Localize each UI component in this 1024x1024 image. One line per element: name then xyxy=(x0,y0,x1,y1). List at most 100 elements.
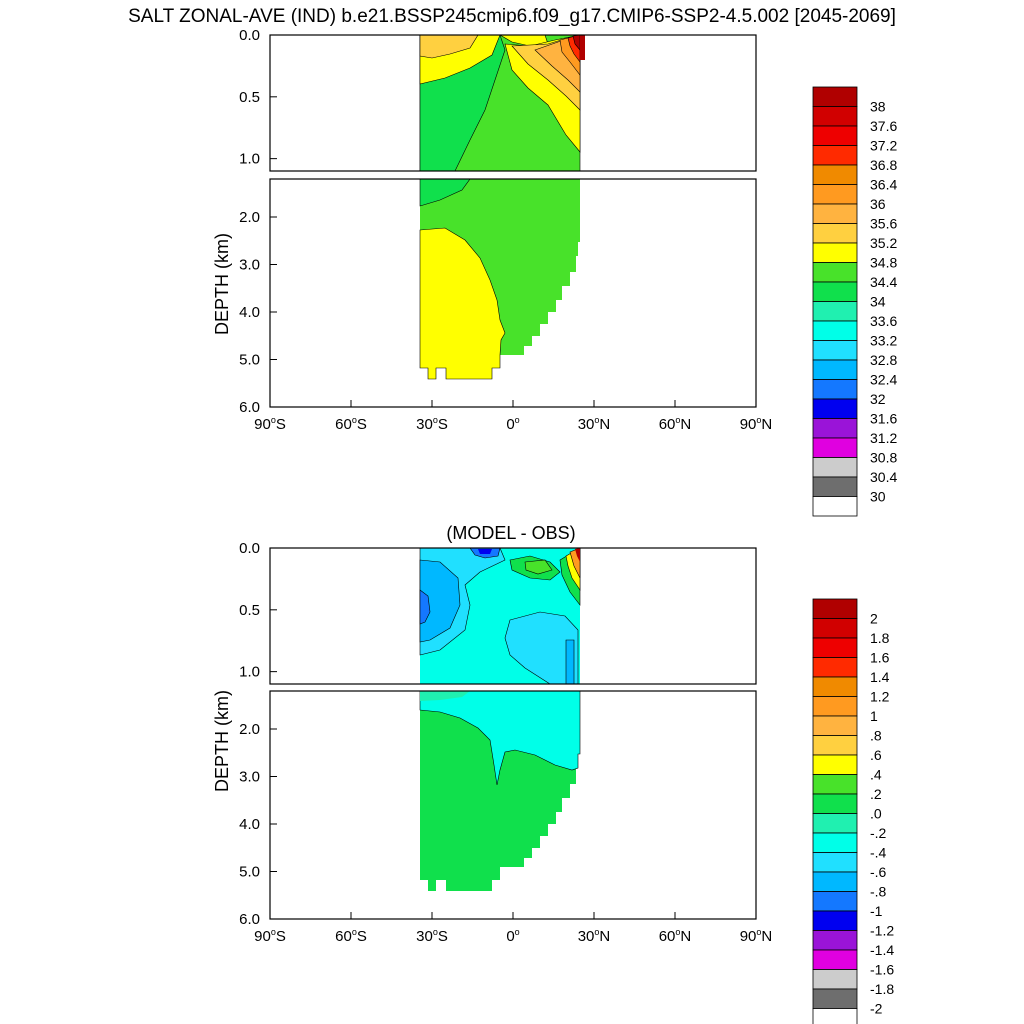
colorbar-swatch xyxy=(812,715,858,736)
colorbar-label: .2 xyxy=(870,786,882,802)
y-tick-label: 5.0 xyxy=(239,352,260,369)
colorbar-label: 36.8 xyxy=(870,157,897,173)
y-tick-label: 2.0 xyxy=(239,721,260,738)
colorbar-label: .4 xyxy=(870,767,882,783)
y-tick-label: 0.5 xyxy=(239,89,260,106)
salt-upper-frame xyxy=(269,34,757,172)
x-tick-label: 90oS xyxy=(254,927,286,945)
colorbar-swatch xyxy=(812,223,858,244)
x-tick-label: 90oN xyxy=(740,415,773,433)
y-tick-label: 3.0 xyxy=(239,769,260,786)
colorbar-label: -.2 xyxy=(870,825,887,841)
colorbar-label: 30.8 xyxy=(870,450,897,466)
colorbar-swatch xyxy=(812,930,858,951)
colorbar-label: -.4 xyxy=(870,845,887,861)
x-tick-label: 30oN xyxy=(578,927,611,945)
y-tick-label: 2.0 xyxy=(239,209,260,226)
colorbar-label: .8 xyxy=(870,728,882,744)
colorbar-swatch xyxy=(812,657,858,678)
colorbar-swatch xyxy=(812,203,858,224)
y-tick-label: 4.0 xyxy=(239,816,260,833)
colorbar-swatch xyxy=(812,618,858,639)
colorbar-swatch xyxy=(812,1008,858,1024)
diff-axes: 90oS 60oS 30oS 0o 30oN 60oN 90oN 0.0 0.5 1.0 2.0 3.… xyxy=(212,540,772,945)
y-tick-label: 6.0 xyxy=(239,911,260,928)
colorbar-swatch xyxy=(812,496,858,517)
diff-upper-field xyxy=(419,548,581,684)
y-tick-label: 6.0 xyxy=(239,399,260,416)
colorbar-label: 1.4 xyxy=(870,669,890,685)
colorbar-label: 1.2 xyxy=(870,689,890,705)
colorbar-swatch xyxy=(812,754,858,775)
colorbar-label: 35.2 xyxy=(870,235,897,251)
colorbar-label: 32 xyxy=(870,391,886,407)
y-axis-label: DEPTH (km) xyxy=(212,690,232,792)
colorbar-label: .0 xyxy=(870,806,882,822)
y-tick-label: 5.0 xyxy=(239,864,260,881)
diff-chart: (MODEL - OBS) 90oS 60oS 30oS 0o 30oN 60oN 90oN… xyxy=(212,523,894,1024)
colorbar-swatch xyxy=(812,398,858,419)
colorbar-label: 36 xyxy=(870,196,886,212)
colorbar-swatch xyxy=(812,676,858,697)
colorbar-swatch xyxy=(812,476,858,497)
colorbar-label: -1.2 xyxy=(870,923,894,939)
colorbar-label: 33.6 xyxy=(870,313,897,329)
y-axis-label: DEPTH (km) xyxy=(212,233,232,335)
colorbar-label: 32.8 xyxy=(870,352,897,368)
colorbar-swatch xyxy=(812,262,858,283)
y-tick-label: 0.5 xyxy=(239,602,260,619)
colorbar-swatch xyxy=(812,242,858,263)
colorbar-label: 1 xyxy=(870,708,878,724)
colorbar-label: -1 xyxy=(870,903,883,919)
x-tick-label: 30oN xyxy=(578,415,611,433)
colorbar-label: 37.2 xyxy=(870,138,897,154)
salt-axes: 90oS 60oS 30oS 0o 30oN 60oN 90oN 0.0 0.5 1.0 2.0 3.… xyxy=(212,27,772,433)
colorbar-swatch xyxy=(812,418,858,439)
y-tick-label: 3.0 xyxy=(239,257,260,274)
colorbar-label: 1.6 xyxy=(870,650,890,666)
colorbar-swatch xyxy=(812,359,858,380)
colorbar-swatch xyxy=(812,735,858,756)
colorbar-swatch xyxy=(812,910,858,931)
colorbar-swatch xyxy=(812,379,858,400)
diff-chart-title: (MODEL - OBS) xyxy=(446,523,575,543)
colorbar-swatch xyxy=(812,637,858,658)
colorbar-swatch xyxy=(812,281,858,302)
diff-upper-frame xyxy=(269,547,757,685)
salt-chart: 90oS 60oS 30oS 0o 30oN 60oN 90oN 0.0 0.5 1.0 2.0 3.… xyxy=(212,27,897,517)
colorbar-swatch xyxy=(812,793,858,814)
salt-colorbar: 38 37.6 37.2 36.8 36.4 36 35.6 35.2 34.8 34.4 34 33… xyxy=(812,86,897,517)
colorbar-swatch xyxy=(812,320,858,341)
colorbar-swatch xyxy=(812,164,858,185)
x-tick-label: 30oS xyxy=(416,927,448,945)
y-tick-label: 0.0 xyxy=(239,27,260,44)
x-tick-label: 60oS xyxy=(335,927,367,945)
colorbar-label: 32.4 xyxy=(870,372,897,388)
colorbar-swatch xyxy=(812,988,858,1009)
colorbar-label: 35.6 xyxy=(870,216,897,232)
x-tick-label: 0o xyxy=(506,927,519,945)
colorbar-swatch xyxy=(812,696,858,717)
y-tick-label: 1.0 xyxy=(239,151,260,168)
x-tick-label: 60oN xyxy=(659,415,692,433)
colorbar-label: -.6 xyxy=(870,864,887,880)
colorbar-swatch xyxy=(812,86,858,107)
x-tick-label: 90oS xyxy=(254,415,286,433)
colorbar-label: -1.8 xyxy=(870,981,894,997)
x-tick-label: 30oS xyxy=(416,415,448,433)
colorbar-swatch xyxy=(812,832,858,853)
diff-lower-field xyxy=(419,691,581,891)
y-tick-label: 1.0 xyxy=(239,664,260,681)
salt-lower-field xyxy=(419,179,580,380)
colorbar-swatch xyxy=(812,598,858,619)
colorbar-label: .6 xyxy=(870,747,882,763)
colorbar-label: 34.4 xyxy=(870,274,897,290)
colorbar-swatch xyxy=(812,949,858,970)
colorbar-label: 31.2 xyxy=(870,430,897,446)
colorbar-label: 33.2 xyxy=(870,333,897,349)
diff-colorbar: 21.81.61.41.21.8.6.4.2.0-.2-.4-.6-.8-1-1… xyxy=(812,598,894,1024)
y-tick-label: 0.0 xyxy=(239,540,260,557)
x-tick-label: 0o xyxy=(506,415,519,433)
colorbar-swatch xyxy=(812,871,858,892)
